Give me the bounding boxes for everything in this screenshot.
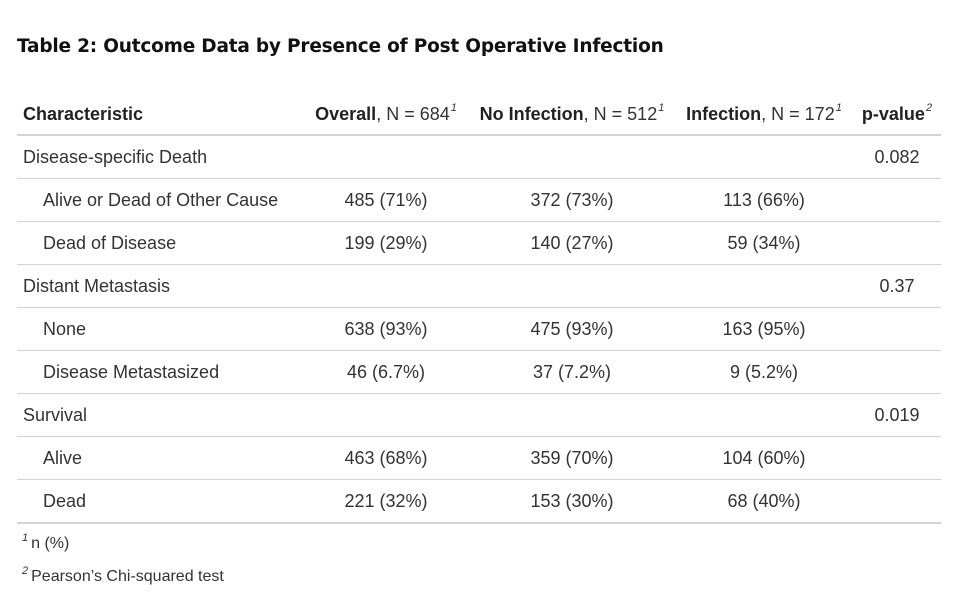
cell-p-value [851, 178, 941, 222]
header-infection: Infection, N = 1721 [675, 94, 851, 136]
table-row: Dead 221 (32%) 153 (30%) 68 (40%) [17, 479, 941, 524]
cell-no-infection [467, 393, 675, 437]
cell-p-value [851, 479, 941, 524]
cell-no-infection: 140 (27%) [467, 221, 675, 265]
cell-overall: 46 (6.7%) [303, 350, 467, 394]
table-row: Disease-specific Death 0.082 [17, 135, 941, 179]
cell-no-infection [467, 135, 675, 179]
table-row: Survival 0.019 [17, 393, 941, 437]
header-overall: Overall, N = 6841 [303, 94, 467, 136]
cell-p-value: 0.37 [851, 264, 941, 308]
footnote-text: n (%) [31, 535, 70, 552]
cell-p-value [851, 221, 941, 265]
row-label: Alive or Dead of Other Cause [17, 178, 303, 222]
footnote-mark: 2 [22, 565, 29, 577]
header-no-infection: No Infection, N = 5121 [467, 94, 675, 136]
cell-overall: 199 (29%) [303, 221, 467, 265]
table-title: Table 2: Outcome Data by Presence of Pos… [17, 36, 664, 57]
table-row: None 638 (93%) 475 (93%) 163 (95%) [17, 307, 941, 351]
cell-overall: 638 (93%) [303, 307, 467, 351]
cell-p-value [851, 307, 941, 351]
cell-infection: 104 (60%) [675, 436, 851, 480]
header-characteristic: Characteristic [17, 94, 303, 136]
cell-infection [675, 135, 851, 179]
footnote-2: 2 Pearson’s Chi-squared test [22, 565, 224, 586]
cell-p-value [851, 436, 941, 480]
cell-p-value: 0.082 [851, 135, 941, 179]
row-label: Survival [17, 393, 303, 437]
cell-overall [303, 393, 467, 437]
row-label: Distant Metastasis [17, 264, 303, 308]
table-row: Dead of Disease 199 (29%) 140 (27%) 59 (… [17, 221, 941, 265]
row-label: Alive [17, 436, 303, 480]
cell-no-infection: 37 (7.2%) [467, 350, 675, 394]
table-row: Disease Metastasized 46 (6.7%) 37 (7.2%)… [17, 350, 941, 394]
row-label: Disease Metastasized [17, 350, 303, 394]
row-label: Dead [17, 479, 303, 524]
table-row: Alive or Dead of Other Cause 485 (71%) 3… [17, 178, 941, 222]
header-p-value: p-value2 [851, 94, 941, 136]
cell-overall [303, 135, 467, 179]
cell-no-infection: 372 (73%) [467, 178, 675, 222]
cell-no-infection: 475 (93%) [467, 307, 675, 351]
cell-infection: 59 (34%) [675, 221, 851, 265]
cell-overall: 485 (71%) [303, 178, 467, 222]
table-row: Alive 463 (68%) 359 (70%) 104 (60%) [17, 436, 941, 480]
cell-overall: 463 (68%) [303, 436, 467, 480]
cell-overall [303, 264, 467, 308]
outcome-table: Characteristic Overall, N = 6841 No Infe… [17, 94, 941, 524]
cell-p-value [851, 350, 941, 394]
cell-infection: 163 (95%) [675, 307, 851, 351]
header-row: Characteristic Overall, N = 6841 No Infe… [17, 94, 941, 136]
footnote-mark: 1 [22, 532, 29, 544]
cell-no-infection: 359 (70%) [467, 436, 675, 480]
cell-infection: 113 (66%) [675, 178, 851, 222]
cell-infection [675, 393, 851, 437]
cell-no-infection [467, 264, 675, 308]
footnote-text: Pearson’s Chi-squared test [31, 568, 224, 585]
cell-no-infection: 153 (30%) [467, 479, 675, 524]
row-label: Dead of Disease [17, 221, 303, 265]
row-label: Disease-specific Death [17, 135, 303, 179]
table-row: Distant Metastasis 0.37 [17, 264, 941, 308]
row-label: None [17, 307, 303, 351]
cell-infection: 68 (40%) [675, 479, 851, 524]
cell-overall: 221 (32%) [303, 479, 467, 524]
cell-infection: 9 (5.2%) [675, 350, 851, 394]
cell-infection [675, 264, 851, 308]
cell-p-value: 0.019 [851, 393, 941, 437]
